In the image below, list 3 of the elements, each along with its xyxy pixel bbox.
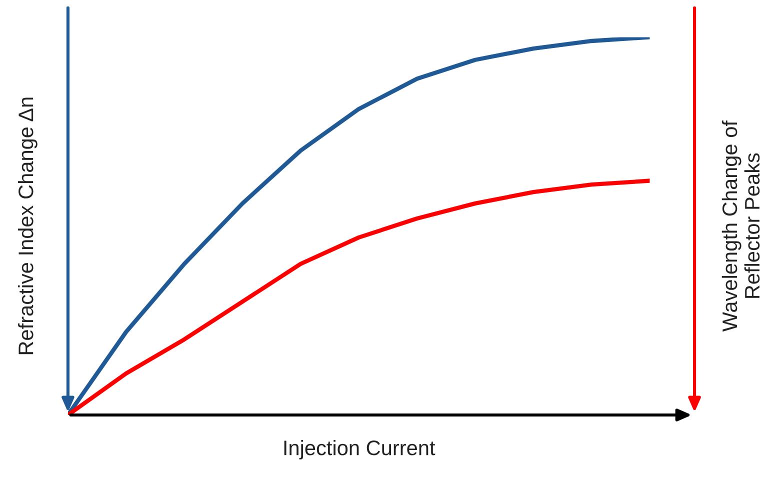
- y2-axis-title: Wavelength Change of Reflector Peaks: [722, 120, 760, 332]
- y-axis-title: Refractive Index Change Δn: [18, 98, 38, 354]
- x-axis-title: Injection Current: [284, 440, 436, 460]
